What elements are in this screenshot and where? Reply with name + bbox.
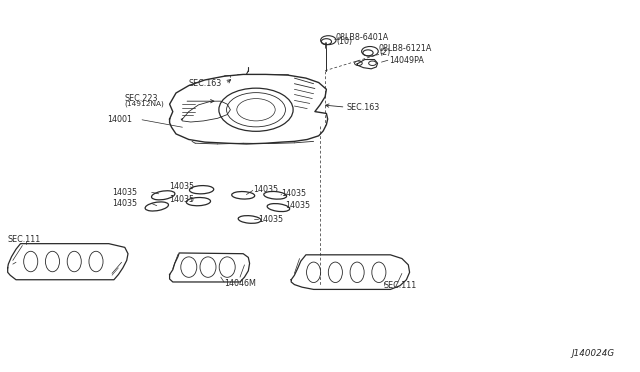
Text: 08LB8-6121A: 08LB8-6121A: [379, 44, 432, 53]
Text: 14035: 14035: [253, 185, 278, 194]
Text: SEC.163: SEC.163: [189, 79, 222, 88]
Text: 14035: 14035: [282, 189, 307, 198]
Text: SEC.111: SEC.111: [8, 235, 41, 244]
Text: (14912NA): (14912NA): [125, 100, 164, 107]
Text: 14001: 14001: [108, 115, 132, 124]
Text: 14035: 14035: [170, 195, 195, 203]
Text: 14049PA: 14049PA: [389, 56, 424, 65]
Text: SEC.111: SEC.111: [384, 281, 417, 290]
Text: SEC.223: SEC.223: [125, 94, 158, 103]
Text: SEC.163: SEC.163: [347, 103, 380, 112]
Text: 14046M: 14046M: [224, 279, 256, 288]
Text: 14035: 14035: [112, 199, 137, 208]
Text: J140024G: J140024G: [572, 349, 614, 358]
Text: (2): (2): [379, 48, 390, 57]
Text: (10): (10): [336, 37, 352, 46]
Text: 08LB8-6401A: 08LB8-6401A: [336, 33, 389, 42]
Text: 14035: 14035: [112, 188, 137, 197]
Text: 14035: 14035: [258, 215, 283, 224]
Text: 14035: 14035: [170, 182, 195, 191]
Text: 14035: 14035: [285, 201, 310, 210]
